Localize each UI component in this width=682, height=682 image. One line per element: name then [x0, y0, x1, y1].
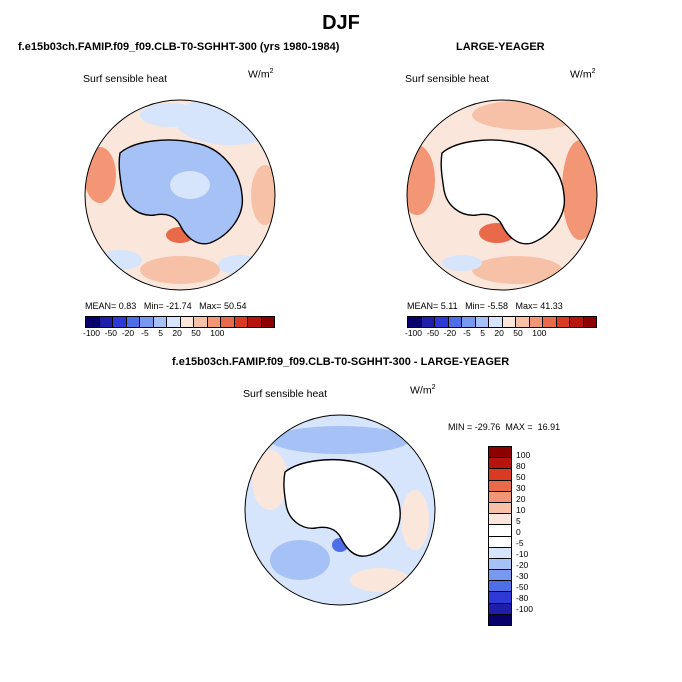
panel-2-ticks: -100 -50 -20 -5 5 20 50 100 [405, 328, 547, 338]
tick-label: -50 [516, 582, 529, 592]
panel-1-map-border [84, 99, 276, 291]
panel-1-region [140, 103, 200, 127]
tick-label: 0 [516, 527, 521, 537]
panel-1-ticks: -100 -50 -20 -5 5 20 50 100 [83, 328, 225, 338]
tick-label: -100 [516, 604, 534, 614]
panel-2-stats: MEAN= 5.11 Min= -5.58 Max= 41.33 [407, 301, 563, 311]
tick-label: -5 [516, 538, 524, 548]
panel-1-region [218, 255, 262, 275]
panel-3-region [401, 490, 429, 550]
tick-label: -20 [516, 560, 529, 570]
panel-2-title: LARGE-YEAGER [456, 41, 545, 53]
panel-3-colorbar [488, 446, 512, 626]
tick-label: -30 [516, 571, 529, 581]
panel-3-variable: Surf sensible heat [243, 388, 328, 400]
panel-1-region [140, 256, 220, 284]
panel-3-antarctica [283, 459, 401, 557]
tick-label: 30 [516, 483, 526, 493]
panel-3-region [252, 450, 288, 510]
panel-2-region [472, 100, 582, 130]
panel-1-variable: Surf sensible heat [83, 73, 168, 85]
tick-label: -10 [516, 549, 529, 559]
panel-2-variable: Surf sensible heat [405, 73, 490, 85]
tick-label: 80 [516, 461, 526, 471]
figure-title: DJF [322, 12, 360, 34]
tick-label: 100 [516, 450, 531, 460]
panel-2-colorbar [407, 316, 597, 328]
panel-1-region [251, 165, 275, 225]
tick-label: 10 [516, 505, 526, 515]
panel-1-title: f.e15b03ch.FAMIP.f09_f09.CLB-T0-SGHHT-30… [18, 41, 340, 53]
tick-label: 5 [516, 516, 521, 526]
panel-3-stats: MIN = -29.76 MAX = 16.91 [448, 422, 561, 432]
tick-label: 20 [516, 494, 526, 504]
panel-3-map-border [244, 414, 436, 606]
panel-1-units: W/m2 [248, 68, 274, 81]
panel-1-region [85, 147, 116, 203]
panel-3-map [244, 414, 436, 606]
panel-3-units: W/m2 [410, 384, 436, 397]
panel-2-region [442, 255, 482, 271]
panel-2-units: W/m2 [570, 68, 596, 81]
panel-1-map [84, 99, 276, 291]
panel-2-antarctica [440, 139, 566, 245]
panel-2-region [472, 256, 562, 284]
tick-label: -80 [516, 593, 529, 603]
panel-3-region [270, 426, 410, 454]
panel-3-title: f.e15b03ch.FAMIP.f09_f09.CLB-T0-SGHHT-30… [172, 356, 510, 368]
panel-2-map-border [406, 99, 598, 291]
panel-3-region [270, 540, 330, 580]
panel-1-region [170, 171, 210, 199]
panel-2-region [562, 140, 597, 240]
panel-3-region [350, 568, 410, 592]
tick-label: 50 [516, 472, 526, 482]
panel-1-stats: MEAN= 0.83 Min= -21.74 Max= 50.54 [85, 301, 247, 311]
panel-2-map [406, 99, 598, 291]
panel-1-colorbar [85, 316, 275, 328]
